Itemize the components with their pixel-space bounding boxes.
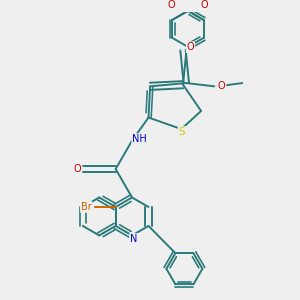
Text: S: S [179,127,185,137]
Text: O: O [74,164,81,174]
Text: O: O [187,42,194,52]
Text: NH: NH [132,134,147,144]
Text: O: O [201,0,208,10]
Text: Br: Br [81,202,92,212]
Text: O: O [218,81,226,91]
Text: O: O [167,0,175,10]
Text: N: N [130,234,137,244]
